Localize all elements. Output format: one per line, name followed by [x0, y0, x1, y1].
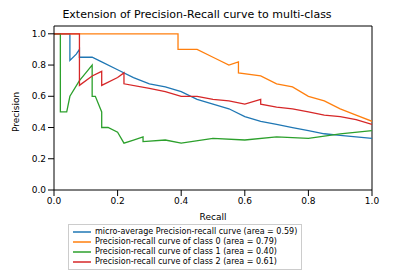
- html-text:micro-average Precision-recall: micro-average Precision-recall curve (ar…: [95, 227, 298, 236]
- svg-text:0.8: 0.8: [301, 196, 316, 206]
- svg-text:0.2: 0.2: [32, 154, 46, 164]
- svg-text:0.0: 0.0: [32, 185, 47, 195]
- html-text:Extension of Precision-Recall: Extension of Precision-Recall curve to m…: [62, 8, 332, 21]
- svg-text:0.4: 0.4: [32, 123, 47, 133]
- svg-text:Recall: Recall: [200, 212, 227, 222]
- svg-text:0.8: 0.8: [32, 60, 47, 70]
- svg-text:0.6: 0.6: [238, 196, 253, 206]
- html-text:Precision-recall curve of clas: Precision-recall curve of class 0 (area …: [95, 237, 277, 246]
- svg-text:0.0: 0.0: [47, 196, 62, 206]
- svg-text:0.6: 0.6: [32, 91, 47, 101]
- html-text:Precision-recall curve of clas: Precision-recall curve of class 1 (area …: [95, 247, 277, 256]
- svg-text:Precision: Precision: [11, 92, 21, 132]
- svg-text:0.4: 0.4: [174, 196, 189, 206]
- svg-text:0.2: 0.2: [110, 196, 124, 206]
- html-text:Precision-recall curve of clas: Precision-recall curve of class 2 (area …: [95, 257, 277, 266]
- svg-text:1.0: 1.0: [32, 29, 47, 39]
- svg-text:1.0: 1.0: [365, 196, 380, 206]
